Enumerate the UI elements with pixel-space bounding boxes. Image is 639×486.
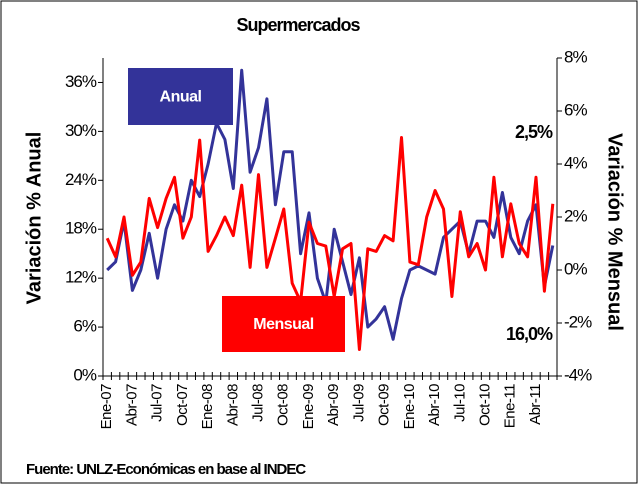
x-tick-label: Oct-07 [174, 384, 191, 426]
y2-tick-label: -2% [564, 312, 592, 331]
y2-tick-label: 2% [564, 206, 587, 225]
annotation: 16,0% [506, 324, 553, 344]
legend-label: Mensual [253, 316, 314, 333]
annotation: 2,5% [515, 122, 553, 142]
y2-tick-label: 6% [564, 100, 587, 119]
y-tick-label: 36% [65, 72, 97, 91]
x-tick-label: Abr-11 [527, 384, 544, 425]
x-tick-label: Oct-10 [477, 384, 494, 426]
x-tick-label: Oct-08 [275, 384, 292, 426]
y-tick-label: 6% [73, 317, 96, 336]
source-note: Fuente: UNLZ-Económicas en base al INDEC [26, 461, 306, 478]
x-tick-label: Abr-09 [325, 384, 342, 426]
y-tick-label: 30% [65, 121, 97, 140]
legend-label: Anual [160, 89, 202, 106]
y2-tick-label: 4% [564, 153, 587, 172]
x-tick-label: Abr-07 [123, 384, 140, 426]
x-tick-label: Ene-08 [199, 384, 216, 430]
y-axis-title: Variación % Anual [23, 132, 45, 305]
x-tick-label: Abr-10 [426, 384, 443, 426]
y-tick-label: 18% [65, 219, 97, 238]
x-tick-label: Jul-08 [250, 384, 267, 422]
x-tick-label: Jul-07 [149, 384, 166, 422]
y2-tick-label: -4% [564, 365, 592, 384]
y2-tick-label: 8% [564, 47, 587, 66]
x-tick-label: Jul-10 [451, 384, 468, 422]
y-tick-label: 24% [65, 170, 97, 189]
x-tick-label: Ene-09 [300, 384, 317, 430]
y2-axis-title: Variación % Mensual [604, 133, 626, 331]
y2-tick-label: 0% [564, 259, 587, 278]
x-tick-label: Ene-11 [502, 384, 519, 428]
y-tick-label: 12% [65, 268, 97, 287]
y-tick-label: 0% [73, 365, 96, 384]
x-tick-label: Ene-07 [98, 384, 115, 430]
chart-title: Supermercados [236, 15, 360, 35]
x-tick-label: Oct-09 [376, 384, 393, 426]
x-tick-label: Abr-08 [224, 384, 241, 426]
legend-box [128, 68, 233, 125]
x-tick-label: Ene-10 [401, 384, 418, 430]
legend-box [222, 296, 345, 352]
series-line [105, 136, 555, 351]
x-tick-label: Jul-09 [350, 384, 367, 422]
